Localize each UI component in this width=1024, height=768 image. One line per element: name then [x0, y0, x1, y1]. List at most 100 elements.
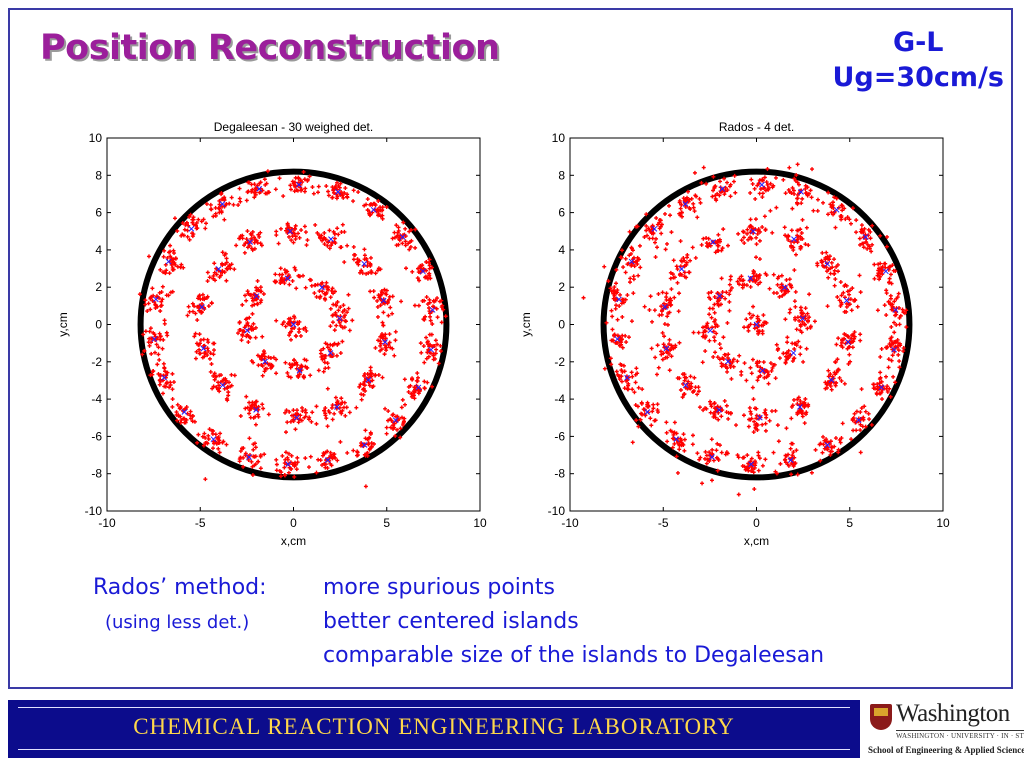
reconstructed-point: [285, 370, 290, 375]
true-position-mark: [319, 284, 325, 291]
reconstructed-point: [632, 264, 637, 269]
reconstructed-point: [826, 190, 831, 195]
reconstructed-point: [793, 461, 798, 466]
reconstructed-point: [861, 417, 866, 422]
reconstructed-point: [745, 453, 750, 458]
reconstructed-point: [256, 232, 261, 237]
reconstructed-point: [664, 297, 669, 302]
reconstructed-point: [262, 452, 267, 457]
reconstructed-point: [251, 321, 256, 326]
true-position-mark: [335, 189, 341, 195]
reconstructed-point: [171, 267, 176, 272]
reconstructed-point: [386, 409, 391, 414]
reconstructed-point: [717, 237, 722, 242]
reconstructed-point: [716, 417, 721, 422]
reconstructed-point: [756, 453, 761, 458]
reconstructed-point: [362, 452, 367, 457]
reconstructed-point: [833, 277, 838, 282]
reconstructed-point: [334, 313, 339, 318]
true-position-mark: [782, 284, 788, 291]
reconstructed-point: [238, 413, 243, 418]
reconstructed-point: [190, 419, 195, 424]
reconstructed-point: [324, 184, 329, 189]
reconstructed-point: [418, 341, 423, 346]
reconstructed-point: [253, 325, 258, 330]
reconstructed-point: [324, 416, 329, 421]
reconstructed-point: [368, 365, 373, 370]
reconstructed-point: [749, 315, 754, 320]
reconstructed-point: [803, 191, 808, 196]
reconstructed-point: [376, 198, 381, 203]
condition-velocity: Ug=30cm/s: [832, 62, 1004, 93]
reconstructed-point: [833, 225, 838, 230]
y-tick-label: 8: [95, 168, 102, 182]
reconstructed-point: [394, 243, 399, 248]
reconstructed-point: [784, 357, 789, 362]
slide-frame: [8, 8, 1013, 689]
reconstructed-point: [285, 222, 290, 227]
reconstructed-point: [824, 250, 829, 255]
plot-title: Degaleesan - 30 weighed det.: [214, 120, 373, 134]
reconstructed-point: [735, 453, 740, 458]
reconstructed-point: [703, 406, 708, 411]
reconstructed-point: [398, 426, 403, 431]
reconstructed-point: [771, 450, 776, 455]
reconstructed-point: [762, 175, 767, 180]
reconstructed-point: [896, 348, 901, 353]
reconstructed-point: [634, 418, 639, 423]
reconstructed-point: [675, 470, 680, 475]
reconstructed-point: [334, 353, 339, 358]
reconstructed-point: [430, 384, 435, 389]
reconstructed-point: [304, 358, 309, 363]
reconstructed-point: [250, 303, 255, 308]
reconstructed-point: [671, 258, 676, 263]
reconstructed-point: [649, 346, 654, 351]
reconstructed-point: [834, 264, 839, 269]
reconstructed-point: [443, 314, 448, 319]
reconstructed-point: [854, 409, 859, 414]
reconstructed-point: [263, 191, 268, 196]
notes-block: Rados’ method: (using less det.) more sp…: [0, 570, 1024, 680]
reconstructed-point: [712, 401, 717, 406]
reconstructed-point: [886, 365, 891, 370]
reconstructed-point: [724, 410, 729, 415]
reconstructed-point: [712, 302, 717, 307]
reconstructed-point: [892, 299, 897, 304]
true-position-mark: [624, 374, 630, 381]
reconstructed-point: [803, 183, 808, 188]
reconstructed-point: [775, 282, 780, 287]
reconstructed-point: [149, 351, 154, 356]
reconstructed-point: [751, 397, 756, 402]
reconstructed-point: [719, 361, 724, 366]
reconstructed-point: [244, 198, 249, 203]
reconstructed-point: [804, 410, 809, 415]
reconstructed-point: [274, 357, 279, 362]
reconstructed-point: [678, 388, 683, 393]
reconstructed-point: [848, 288, 853, 293]
reconstructed-point: [786, 452, 791, 457]
reconstructed-point: [306, 417, 311, 422]
reconstructed-point: [390, 236, 395, 241]
reconstructed-point: [670, 345, 675, 350]
reconstructed-point: [383, 336, 388, 341]
reconstructed-point: [190, 309, 195, 314]
reconstructed-point: [187, 237, 192, 242]
reconstructed-point: [283, 473, 288, 478]
reconstructed-point: [186, 223, 191, 228]
reconstructed-point: [872, 262, 877, 267]
true-position-mark: [753, 321, 760, 328]
reconstructed-point: [188, 409, 193, 414]
reconstructed-point: [302, 189, 307, 194]
reconstructed-point: [890, 353, 895, 358]
reconstructed-point: [427, 257, 432, 262]
reconstructed-point: [368, 262, 373, 267]
reconstructed-point: [725, 320, 730, 325]
reconstructed-point: [728, 194, 733, 199]
reconstructed-point: [623, 297, 628, 302]
reconstructed-point: [723, 296, 728, 301]
reconstructed-point: [795, 162, 800, 167]
reconstructed-point: [299, 187, 304, 192]
logo-school: School of Engineering & Applied Science: [868, 745, 1024, 755]
true-position-mark: [824, 260, 831, 267]
reconstructed-point: [209, 301, 214, 306]
